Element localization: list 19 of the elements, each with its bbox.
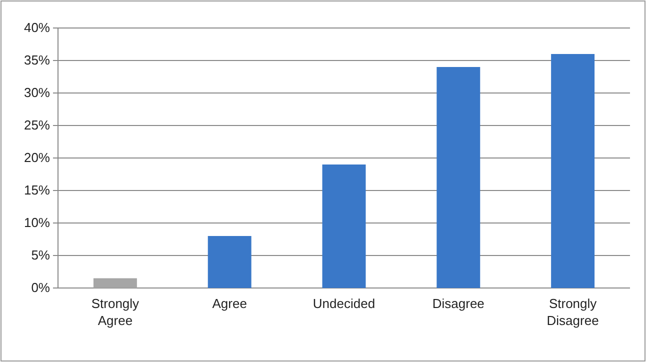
y-tick-label: 40% <box>24 20 50 36</box>
x-tick-label: Agree <box>212 296 247 311</box>
bar <box>322 164 366 288</box>
bar <box>208 236 252 288</box>
x-tick-label: Strongly Agree <box>91 296 140 328</box>
y-tick-label: 20% <box>24 150 50 166</box>
y-tick-label: 0% <box>31 280 50 296</box>
bar <box>93 278 137 288</box>
x-tick-label: Disagree <box>432 296 484 311</box>
bar <box>551 54 595 288</box>
x-tick-label: Strongly Disagree <box>546 296 599 328</box>
x-tick-label: Undecided <box>312 296 376 311</box>
bar <box>436 67 480 288</box>
y-tick-label: 30% <box>24 85 50 100</box>
y-tick-label: 35% <box>24 52 50 68</box>
y-tick-label: 5% <box>31 248 50 263</box>
y-tick-label: 15% <box>24 182 50 198</box>
y-tick-label: 10% <box>24 215 50 230</box>
y-tick-label: 25% <box>24 118 50 133</box>
